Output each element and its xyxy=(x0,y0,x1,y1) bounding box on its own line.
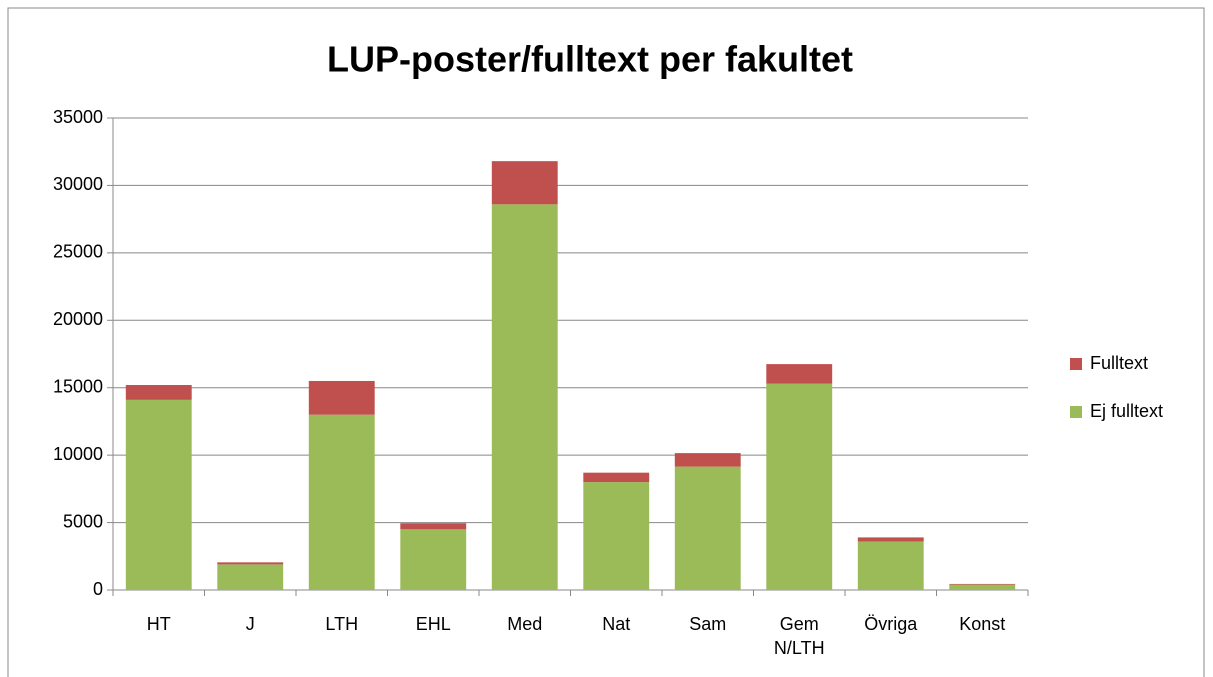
bar-segment xyxy=(857,541,924,590)
bar-segment xyxy=(217,562,284,565)
y-tick-label: 35000 xyxy=(53,107,103,127)
bar-segment xyxy=(766,383,833,590)
bar-segment xyxy=(125,385,192,400)
bar-segment xyxy=(583,482,650,590)
bar-segment xyxy=(583,472,650,483)
y-tick-label: 0 xyxy=(93,579,103,599)
bar-segment xyxy=(674,453,741,467)
bar-segment xyxy=(949,583,1016,585)
legend-swatch xyxy=(1070,406,1082,418)
bar-segment xyxy=(400,523,467,530)
x-tick-label: Nat xyxy=(602,614,631,634)
bar-segment xyxy=(857,537,924,542)
x-tick-label: J xyxy=(245,614,255,634)
bar-segment xyxy=(766,364,833,384)
chart-border xyxy=(7,7,1205,677)
y-tick-label: 15000 xyxy=(53,376,103,396)
x-tick-label: LTH xyxy=(325,614,359,634)
y-tick-label: 30000 xyxy=(53,174,103,194)
bar-segment xyxy=(308,414,375,590)
bar-segment xyxy=(674,466,741,590)
legend-swatch xyxy=(1070,358,1082,370)
legend-label: Fulltext xyxy=(1090,353,1148,373)
x-tick-label: Med xyxy=(507,614,543,634)
y-tick-label: 25000 xyxy=(53,242,103,262)
x-tick-label: Övriga xyxy=(864,614,918,634)
x-tick-label: HT xyxy=(146,614,171,634)
bar-segment xyxy=(949,584,1016,590)
x-tick-label: EHL xyxy=(415,614,451,634)
chart-title: LUP-poster/fulltext per fakultet xyxy=(327,39,853,80)
x-tick-label: Gem N/LTH xyxy=(773,614,825,658)
bar-segment xyxy=(400,529,467,590)
bar-segment xyxy=(491,204,558,590)
bar-segment xyxy=(125,399,192,590)
bar-segment xyxy=(308,380,375,415)
x-tick-label: Sam xyxy=(689,614,727,634)
bar-segment xyxy=(217,564,284,590)
legend-label: Ej fulltext xyxy=(1090,401,1163,421)
bar-segment xyxy=(491,161,558,205)
y-tick-label: 10000 xyxy=(53,444,103,464)
y-tick-label: 20000 xyxy=(53,309,103,329)
x-tick-label: Konst xyxy=(959,614,1006,634)
y-tick-label: 5000 xyxy=(63,511,103,531)
